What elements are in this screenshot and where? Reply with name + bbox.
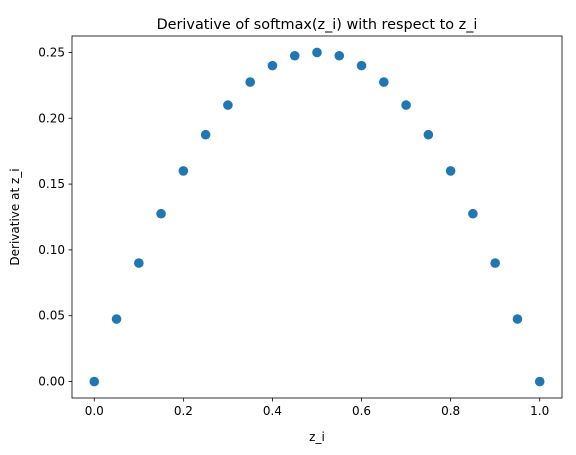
y-tick-label: 0.20 [38, 111, 65, 125]
y-axis-label: Derivative at z_i [8, 168, 22, 265]
data-point [468, 208, 478, 219]
data-points [89, 47, 545, 387]
data-point [534, 376, 545, 387]
data-point [267, 60, 278, 71]
data-point [245, 77, 255, 87]
plot-area [71, 35, 563, 399]
x-tick-label: 0.4 [263, 404, 282, 418]
y-tick-label: 0.25 [38, 45, 65, 59]
data-point [89, 376, 100, 387]
data-point [134, 258, 144, 268]
plot-frame [71, 35, 563, 399]
y-tick-label: 0.15 [38, 177, 65, 191]
x-tick-label: 0.0 [85, 404, 104, 418]
x-axis-label: z_i [309, 430, 325, 444]
y-tick-label: 0.10 [38, 243, 65, 257]
data-point [401, 100, 411, 110]
chart-title: Derivative of softmax(z_i) with respect … [157, 17, 478, 33]
y-tick-label: 0.05 [38, 309, 65, 323]
y-axis-ticks: 0.00 0.05 0.10 0.15 0.20 0.25 [38, 45, 72, 389]
data-point [200, 129, 211, 140]
data-point [334, 50, 345, 61]
y-tick-label: 0.00 [38, 375, 65, 389]
data-point [312, 47, 322, 58]
data-point [356, 60, 367, 71]
data-point [289, 50, 300, 61]
data-point [379, 77, 389, 87]
data-point [423, 129, 434, 140]
x-tick-label: 0.8 [441, 404, 460, 418]
data-point [512, 314, 523, 324]
x-axis-ticks: 0.0 0.2 0.4 0.6 0.8 1.0 [85, 398, 549, 418]
data-point [156, 208, 166, 219]
x-tick-label: 1.0 [530, 404, 549, 418]
data-point [111, 314, 122, 324]
data-point [445, 166, 456, 176]
x-tick-label: 0.6 [352, 404, 371, 418]
data-point [178, 166, 189, 176]
data-point [223, 100, 233, 110]
data-point [490, 258, 500, 268]
x-tick-label: 0.2 [174, 404, 193, 418]
